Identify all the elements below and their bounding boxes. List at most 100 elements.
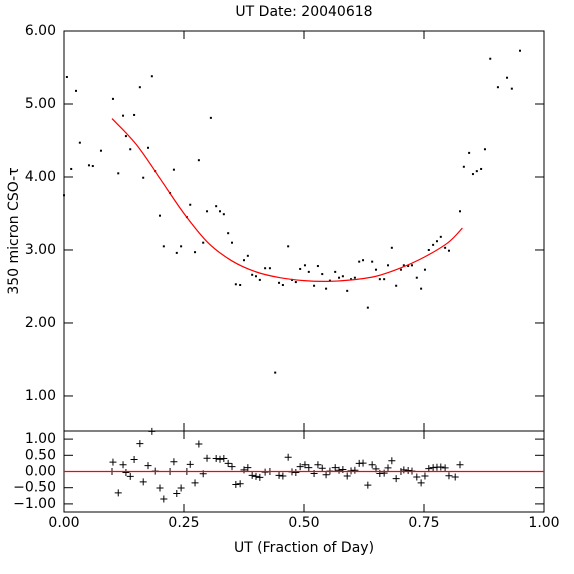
point bbox=[252, 472, 260, 480]
point bbox=[404, 467, 412, 475]
point bbox=[216, 455, 224, 463]
point bbox=[305, 464, 313, 472]
point bbox=[441, 464, 449, 472]
y-tick-label: 6.00 bbox=[25, 23, 56, 39]
point bbox=[133, 113, 136, 116]
point bbox=[191, 479, 199, 487]
point bbox=[328, 279, 331, 282]
point bbox=[321, 273, 324, 276]
point bbox=[351, 466, 359, 474]
point bbox=[287, 245, 290, 248]
point bbox=[248, 471, 256, 479]
point bbox=[136, 440, 144, 448]
point bbox=[160, 495, 168, 503]
point bbox=[186, 460, 194, 468]
point bbox=[411, 264, 413, 267]
point bbox=[202, 241, 205, 244]
point bbox=[177, 484, 185, 492]
x-tick-label: 0.75 bbox=[408, 515, 439, 531]
point bbox=[122, 468, 130, 476]
point bbox=[347, 467, 355, 475]
point bbox=[343, 472, 351, 480]
point bbox=[224, 459, 232, 467]
point bbox=[212, 455, 220, 463]
point bbox=[197, 159, 200, 162]
point bbox=[122, 114, 125, 117]
point bbox=[279, 472, 287, 480]
point bbox=[390, 246, 393, 249]
y-tick-label: 0.00 bbox=[25, 464, 56, 480]
point bbox=[459, 210, 461, 213]
point bbox=[346, 289, 349, 292]
point bbox=[232, 480, 240, 488]
point bbox=[292, 468, 300, 476]
point bbox=[421, 472, 429, 480]
point bbox=[358, 260, 361, 263]
point bbox=[318, 464, 326, 472]
point bbox=[138, 86, 141, 89]
point bbox=[316, 265, 319, 268]
point bbox=[256, 473, 264, 481]
x-axis-label: UT (Fraction of Day) bbox=[234, 540, 374, 556]
point bbox=[206, 210, 209, 213]
y-tick-label: 0.50 bbox=[25, 447, 56, 463]
point bbox=[78, 141, 81, 144]
point bbox=[380, 469, 388, 477]
point bbox=[437, 463, 445, 471]
y-tick-label: −0.50 bbox=[13, 480, 56, 496]
point bbox=[307, 270, 310, 273]
point bbox=[162, 245, 165, 248]
point bbox=[383, 278, 386, 281]
point bbox=[364, 481, 372, 489]
point bbox=[402, 264, 405, 267]
y-tick-label: 3.00 bbox=[25, 242, 56, 258]
plot-frame bbox=[63, 30, 545, 432]
point bbox=[334, 270, 337, 273]
point bbox=[156, 484, 164, 492]
point bbox=[480, 167, 483, 170]
point bbox=[246, 254, 249, 257]
y-tick-label: 1.00 bbox=[25, 388, 56, 404]
point bbox=[189, 203, 192, 206]
point bbox=[506, 76, 509, 79]
x-tick-label: 1.00 bbox=[528, 515, 559, 531]
point bbox=[180, 245, 183, 248]
point bbox=[139, 478, 147, 486]
point bbox=[220, 455, 228, 463]
point bbox=[489, 57, 492, 60]
point bbox=[314, 461, 322, 469]
point bbox=[148, 427, 156, 435]
point bbox=[456, 461, 464, 469]
point bbox=[126, 472, 134, 480]
point bbox=[331, 464, 339, 472]
point bbox=[335, 466, 343, 474]
point bbox=[255, 275, 257, 278]
point bbox=[87, 164, 90, 167]
point bbox=[195, 440, 203, 448]
point bbox=[65, 75, 68, 78]
point bbox=[172, 168, 175, 171]
point bbox=[130, 456, 138, 464]
point bbox=[510, 87, 513, 90]
point bbox=[296, 463, 304, 471]
y-tick-label: 5.00 bbox=[25, 96, 56, 112]
point bbox=[368, 461, 376, 469]
point bbox=[281, 284, 284, 287]
point bbox=[375, 268, 377, 271]
x-tick-label: 0.00 bbox=[48, 515, 79, 531]
point bbox=[251, 273, 254, 276]
point bbox=[261, 468, 269, 476]
point bbox=[325, 287, 328, 290]
y-tick-label: 1.00 bbox=[25, 431, 56, 447]
point bbox=[432, 243, 435, 246]
point bbox=[483, 148, 486, 151]
point bbox=[91, 165, 94, 168]
point bbox=[109, 458, 117, 466]
point bbox=[353, 276, 356, 279]
point bbox=[63, 194, 65, 197]
y-axis-label: 350 micron CSO-τ bbox=[6, 167, 22, 294]
point bbox=[371, 260, 374, 263]
point bbox=[362, 259, 365, 262]
point bbox=[350, 278, 353, 281]
